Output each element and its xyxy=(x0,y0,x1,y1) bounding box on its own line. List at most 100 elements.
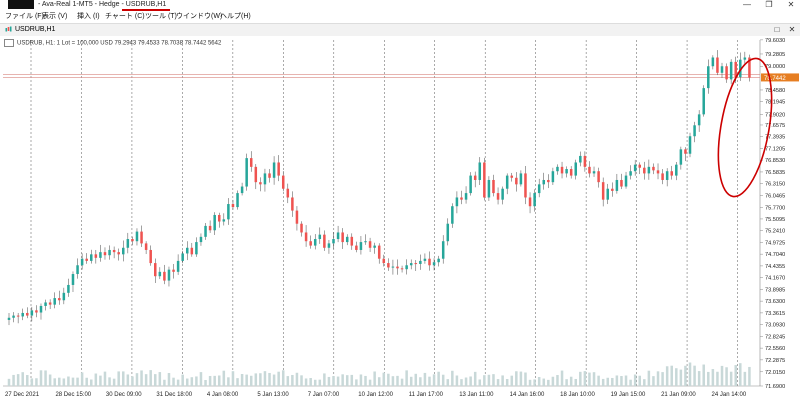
volume-bar xyxy=(35,378,38,386)
minimize-button[interactable]: — xyxy=(743,0,751,9)
volume-bar xyxy=(528,379,532,386)
volume-bar xyxy=(748,366,751,386)
volume-bar xyxy=(318,379,322,386)
x-tick-label: 24 Jan 14:00 xyxy=(712,392,747,398)
candle-body xyxy=(729,61,733,80)
chart-minimize-button[interactable]: □ xyxy=(774,25,780,34)
candle-body xyxy=(277,162,280,176)
volume-bar xyxy=(112,378,116,386)
y-tick-label: 71.6900 xyxy=(765,384,785,390)
candle-body xyxy=(633,164,637,172)
volume-bar xyxy=(725,367,728,386)
menu-view[interactable]: 表示 (V) xyxy=(42,13,68,20)
candle-body xyxy=(236,193,239,208)
y-tick-label: 77.3935 xyxy=(765,135,785,141)
one-click-trading-icon[interactable] xyxy=(4,39,14,47)
volume-bar xyxy=(149,370,152,386)
candle-body xyxy=(542,179,546,185)
volume-bar xyxy=(423,372,427,386)
y-tick-label: 77.6575 xyxy=(765,123,785,129)
volume-bar xyxy=(295,372,299,386)
candle-body xyxy=(94,254,98,258)
volume-bar xyxy=(469,376,472,386)
chart-tab-label[interactable]: USDRUB,H1 xyxy=(15,26,56,33)
candle-body xyxy=(35,310,38,313)
x-tick-label: 7 Jan 07:00 xyxy=(308,392,340,398)
x-tick-label: 31 Dec 18:00 xyxy=(156,392,192,398)
candle-body xyxy=(26,312,29,316)
volume-bar xyxy=(300,375,303,386)
volume-bar xyxy=(144,374,148,386)
candle-body xyxy=(661,173,664,180)
volume-bar xyxy=(117,371,120,386)
volume-bar xyxy=(478,379,482,386)
volume-bar xyxy=(323,373,326,386)
candle-body xyxy=(464,193,468,200)
menu-chart[interactable]: チャート (C) xyxy=(105,13,145,20)
menu-help[interactable]: ヘルプ(H) xyxy=(220,13,251,20)
candle-body xyxy=(163,271,166,281)
y-tick-label: 73.0930 xyxy=(765,323,785,329)
volume-bar xyxy=(272,374,276,386)
y-tick-label: 78.4580 xyxy=(765,88,785,94)
volume-bar xyxy=(263,371,267,386)
candle-body xyxy=(12,315,15,318)
candle-body xyxy=(505,175,509,189)
volume-bar xyxy=(327,376,331,386)
menu-file[interactable]: ファイル (F) xyxy=(5,13,44,20)
volume-bar xyxy=(597,375,600,386)
menu-tools[interactable]: ツール (T) xyxy=(145,13,177,20)
menu-window[interactable]: ウインドウ(W) xyxy=(176,13,223,20)
annotation-ellipse xyxy=(717,57,773,198)
candle-body xyxy=(739,59,742,78)
candle-body xyxy=(748,57,751,78)
candle-body xyxy=(688,136,692,154)
volume-bar xyxy=(643,379,646,386)
candle-body xyxy=(48,302,52,305)
chart-close-button[interactable]: ✕ xyxy=(788,25,796,34)
candle-body xyxy=(99,252,102,258)
volume-bar xyxy=(473,371,477,386)
candle-body xyxy=(39,305,43,313)
volume-bar xyxy=(309,377,312,386)
volume-bar xyxy=(85,377,88,386)
volume-bar xyxy=(53,378,56,386)
candle-body xyxy=(720,66,724,73)
volume-bar xyxy=(199,372,203,386)
candle-body xyxy=(268,173,271,178)
candle-body xyxy=(313,239,317,246)
candle-body xyxy=(414,263,418,265)
volume-bar xyxy=(574,378,578,386)
candle-body xyxy=(71,274,75,285)
candle-body xyxy=(126,239,130,248)
volume-bar xyxy=(688,362,692,386)
volume-bar xyxy=(720,365,724,386)
candle-body xyxy=(195,242,198,255)
y-tick-label: 77.1205 xyxy=(765,146,785,152)
close-button[interactable]: ✕ xyxy=(787,0,795,9)
redacted-account xyxy=(8,0,34,9)
x-tick-label: 5 Jan 13:00 xyxy=(257,392,289,398)
candle-body xyxy=(377,245,381,259)
volume-bar xyxy=(277,371,280,386)
candle-body xyxy=(588,166,591,174)
candle-body xyxy=(231,204,235,208)
volume-bar xyxy=(359,374,363,386)
volume-bar xyxy=(355,379,358,386)
candle-body xyxy=(149,249,152,264)
volume-bar xyxy=(140,370,143,386)
x-tick-label: 14 Jan 16:00 xyxy=(510,392,545,398)
maximize-button[interactable]: ❐ xyxy=(765,0,773,9)
volume-bar xyxy=(345,375,349,386)
volume-bar xyxy=(739,363,742,386)
volume-bar xyxy=(190,377,194,386)
chart-info-text: USDRUB, H1: 1 Lot = 100,000 USD 79.2943 … xyxy=(17,40,222,47)
window-title: - Ava-Real 1-MT5 - Hedge - USDRUB,H1 xyxy=(38,1,167,8)
volume-bar xyxy=(638,375,641,386)
candle-body xyxy=(67,284,70,293)
candle-body xyxy=(144,243,148,250)
candle-body xyxy=(245,158,248,187)
candle-body xyxy=(437,258,440,263)
price-chart[interactable]: 27 Dec 2021 28 Dec 15:00 30 Dec 09:00 31 De… xyxy=(0,36,800,400)
menu-insert[interactable]: 挿入 (I) xyxy=(77,13,100,20)
